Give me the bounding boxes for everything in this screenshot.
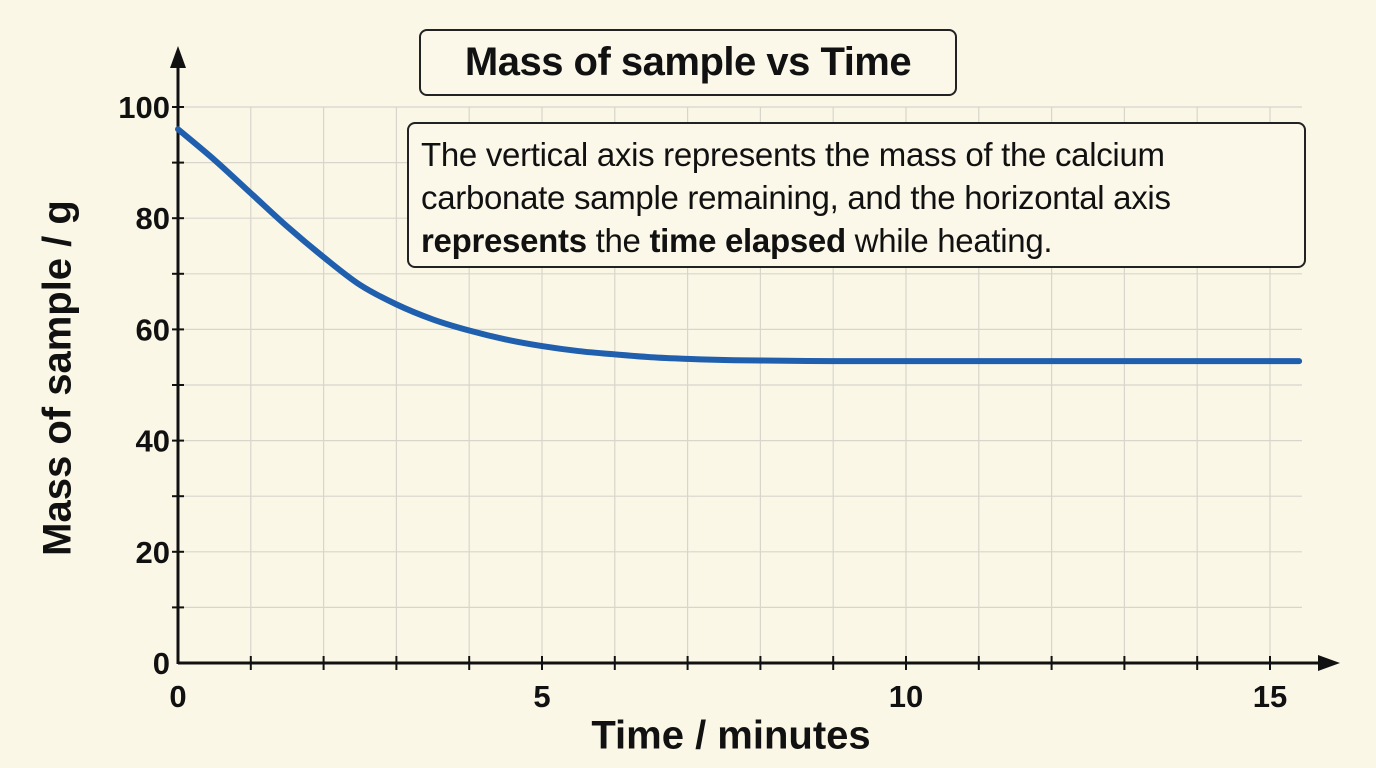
- axes: [170, 46, 1340, 671]
- x-tick-label: 5: [533, 679, 550, 714]
- x-axis-arrow: [1318, 655, 1340, 671]
- y-tick-label: 80: [136, 201, 170, 236]
- annotation-end-text: while heating.: [845, 222, 1053, 259]
- series-line: [175, 126, 1303, 365]
- y-tick-label: 20: [136, 535, 170, 570]
- x-tick-label: 10: [889, 679, 923, 714]
- data-series: [175, 126, 1303, 365]
- annotation-mid-text: the: [586, 222, 650, 259]
- x-tick-label: 15: [1253, 679, 1287, 714]
- y-tick-label: 0: [153, 646, 170, 681]
- y-axis-arrow: [170, 46, 186, 68]
- y-tick-label: 100: [118, 90, 170, 125]
- annotation-box: The vertical axis represents the mass of…: [407, 122, 1306, 268]
- y-axis-label: Mass of sample / g: [35, 200, 80, 556]
- annotation-line-3: represents the time elapsed while heatin…: [421, 219, 1290, 262]
- y-tick-label: 60: [136, 312, 170, 347]
- annotation-bold-represents: represents: [421, 222, 587, 259]
- y-tick-label: 40: [136, 424, 170, 459]
- annotation-line-2: carbonate sample remaining, and the hori…: [421, 179, 1171, 216]
- chart-title: Mass of sample vs Time: [464, 40, 912, 84]
- axis-ticks: 0 5 10 15 0 20 40 60 80 100: [118, 90, 1287, 714]
- annotation-line-1: The vertical axis represents the mass of…: [421, 136, 1165, 173]
- x-tick-label: 0: [169, 679, 186, 714]
- annotation-bold-time-elapsed: time elapsed: [649, 222, 846, 259]
- x-axis-label: Time / minutes: [591, 713, 871, 758]
- chart-title-box: Mass of sample vs Time: [419, 29, 957, 96]
